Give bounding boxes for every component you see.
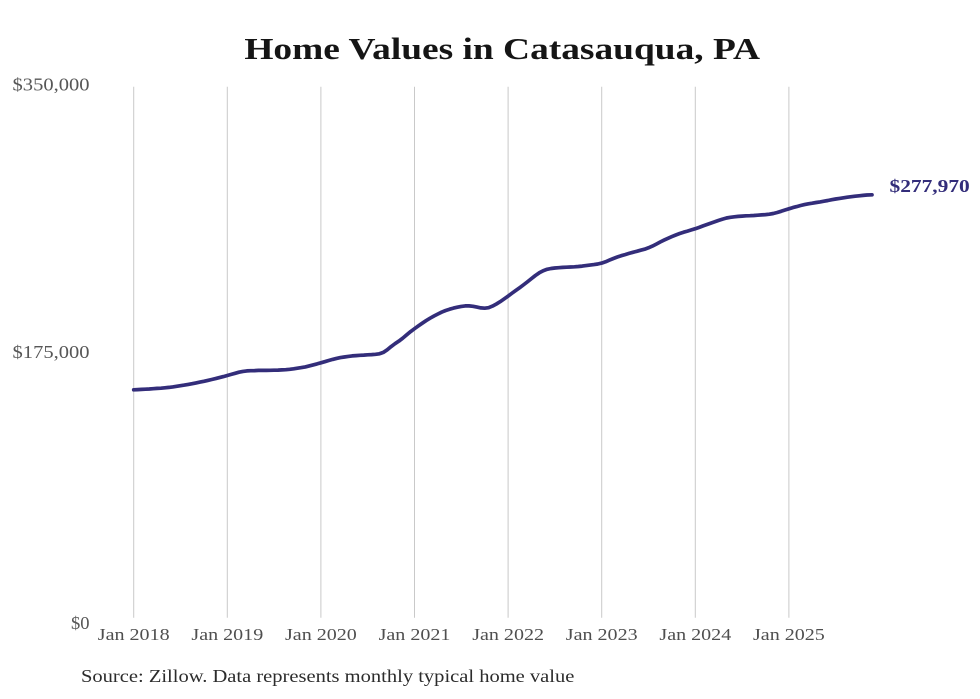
svg-text:Jan 2022: Jan 2022 — [472, 625, 544, 644]
svg-text:$175,000: $175,000 — [13, 343, 90, 363]
svg-text:Jan 2021: Jan 2021 — [379, 625, 451, 644]
svg-text:Jan 2024: Jan 2024 — [659, 625, 731, 644]
svg-text:Home Values in Catasauqua, PA: Home Values in Catasauqua, PA — [244, 32, 760, 66]
svg-text:Jan 2020: Jan 2020 — [285, 625, 357, 644]
svg-text:Jan 2018: Jan 2018 — [98, 625, 170, 644]
svg-text:Jan 2023: Jan 2023 — [566, 625, 638, 644]
svg-text:$350,000: $350,000 — [13, 75, 90, 95]
svg-text:Source: Zillow. Data represent: Source: Zillow. Data represents monthly … — [81, 667, 574, 687]
svg-text:Jan 2025: Jan 2025 — [753, 625, 825, 644]
svg-text:$277,970: $277,970 — [890, 176, 970, 196]
svg-text:$0: $0 — [71, 613, 90, 633]
svg-text:Jan 2019: Jan 2019 — [191, 625, 263, 644]
